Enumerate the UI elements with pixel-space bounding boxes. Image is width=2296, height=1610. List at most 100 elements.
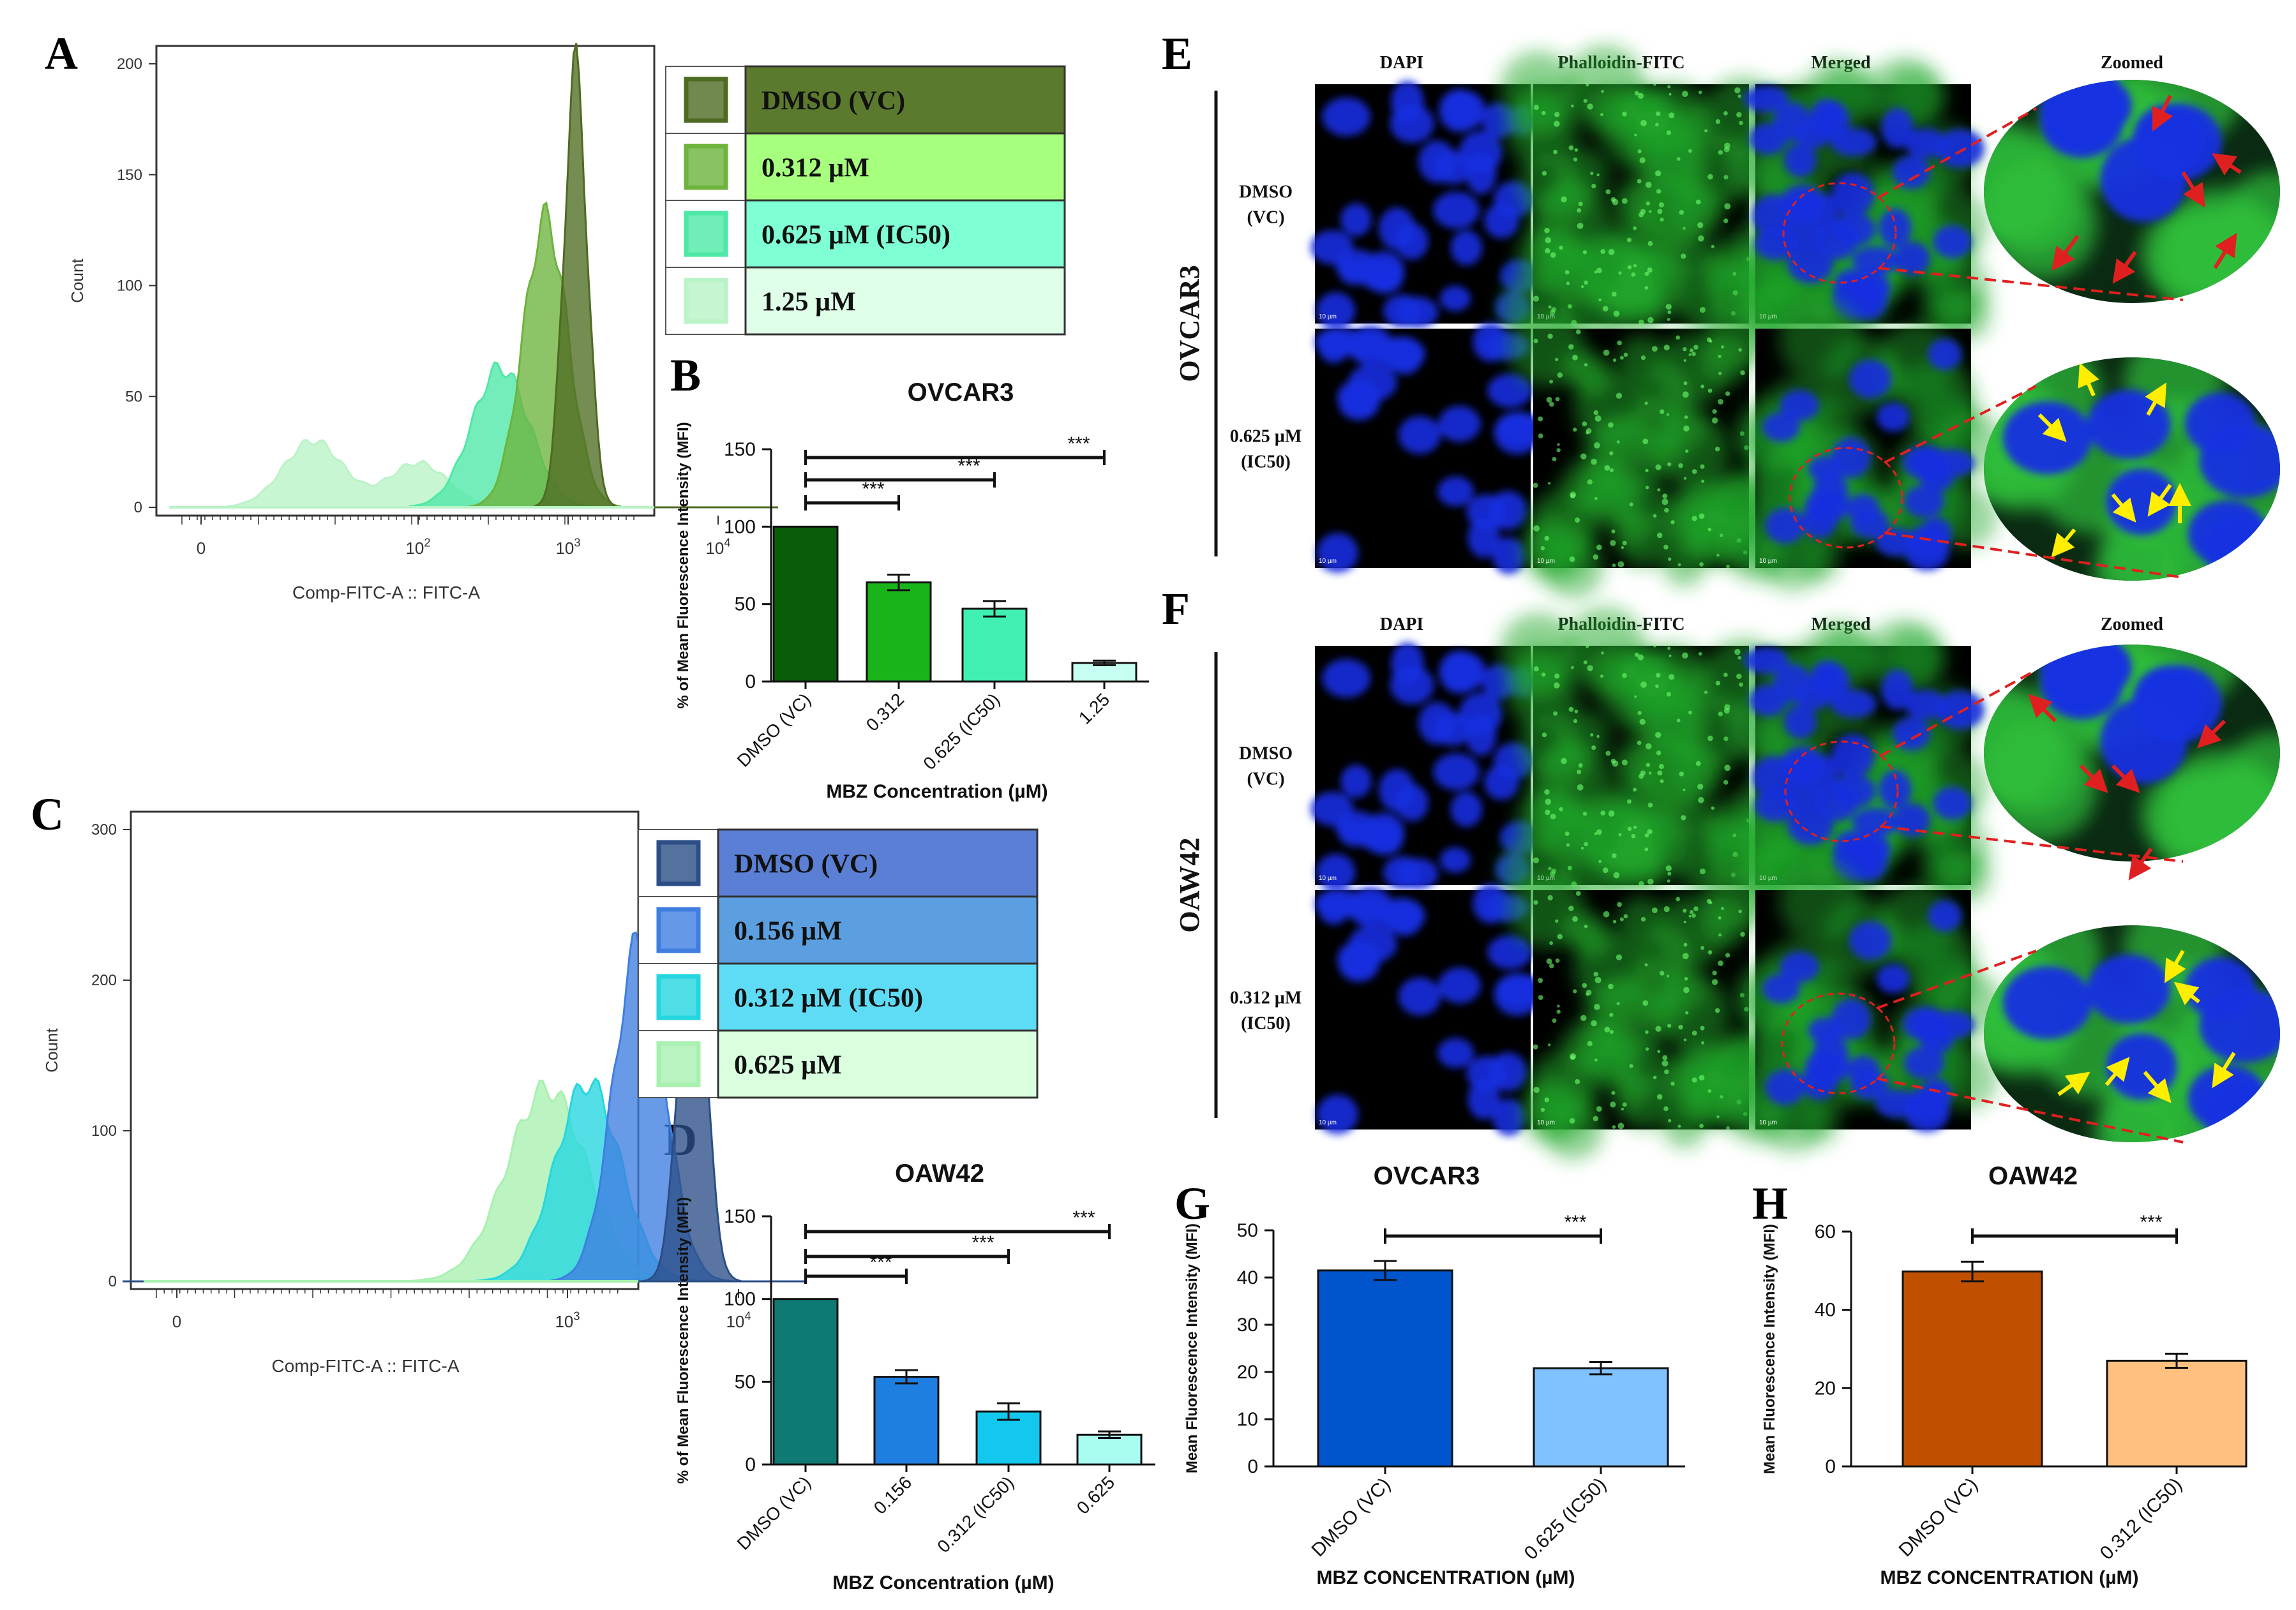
chart-title: OAW42 [895,1159,984,1188]
speckle [1723,218,1729,223]
nucleus [1314,327,1363,357]
panel-label-g: G [1174,1178,1210,1229]
speckle [1553,149,1558,154]
speckle [1698,652,1702,656]
speckle [1546,396,1552,403]
zoom-connector [1876,1077,2184,1144]
speckle [1573,157,1578,162]
x-axis-label: MBZ CONCENTRATION (µM) [1317,1567,1575,1588]
speckle [1603,349,1610,356]
nucleus [1905,690,1947,720]
speckle [1653,83,1656,86]
row-label: DMSO [1239,183,1293,202]
speckle [1596,267,1602,274]
speckle [1533,666,1539,672]
bar-chart-g: OVCAR3 0 10 20 30 40 50 Mean Fluorescence Inten… [1183,1162,1685,1588]
speckle [1618,271,1622,275]
nucleus [1798,754,1840,789]
nucleus [1390,666,1434,704]
speckle [1655,684,1659,689]
y-tick-label: 150 [724,439,756,460]
y-tick-label: 50 [735,1371,756,1392]
speckle [1637,740,1642,745]
nucleus [1879,770,1912,809]
speckle [1573,428,1577,432]
speckle [1700,946,1705,950]
nucleus [1450,791,1482,827]
speckle [1610,540,1616,546]
speckle [1587,103,1593,110]
speckle [1596,1106,1602,1112]
speckle [1718,933,1722,937]
nucleus [1780,951,1819,983]
legend-label: 0.312 µM (IC50) [734,984,923,1013]
column-label: Zoomed [2101,615,2163,634]
speckle [1634,91,1639,96]
nuclei [1314,883,1544,1137]
bar-1 [1533,1367,1669,1468]
speckle [1633,825,1637,830]
nucleus [1492,1098,1526,1137]
speckle [1700,384,1705,389]
nucleus [1339,385,1379,421]
speckle [1587,1041,1593,1047]
legend-label-cell [717,828,1039,898]
category-label: 0.312 [862,689,908,734]
y-axis-label: Mean Fluorescence Intensity (MFI) [1183,1223,1201,1473]
nucleus [1877,964,1910,994]
nucleus [1877,402,1910,432]
speckle [1698,796,1704,803]
speckle [1608,810,1615,817]
yellow-arrow [2173,981,2200,1006]
speckle [1593,442,1600,449]
speckle [1574,710,1579,713]
speckle [1715,680,1721,686]
zoom-nucleus [2185,957,2256,1020]
nucleus [1784,144,1817,177]
speckle [1669,112,1675,119]
speckle [1556,1010,1561,1014]
speckle [1692,1031,1697,1036]
x-tick-label: 103 [555,536,580,558]
speckle [1676,335,1681,340]
y-tick-label: 0 [745,671,756,692]
legend-swatch [684,77,728,123]
speckle [1570,493,1575,499]
actin-blob [1583,413,1665,495]
speckle [1707,735,1713,742]
zoom-actin-blob [2152,203,2274,303]
speckle [1538,416,1543,422]
zoom-nucleus [2185,392,2256,455]
speckle [1611,529,1616,533]
x-axis-label: MBZ Concentration (µM) [832,1572,1054,1593]
nucleus [1316,853,1356,891]
speckle [1699,1124,1704,1128]
speckle [1647,829,1653,835]
nuclei [1314,322,1544,575]
actin-blob [1543,740,1592,788]
nucleus [1928,338,1962,370]
speckle [1593,554,1599,560]
speckle [1693,345,1699,350]
speckle [1704,690,1708,694]
speckle [1547,895,1553,901]
nucleus [1784,705,1817,739]
speckle [1651,907,1658,914]
legend-swatch [656,840,701,886]
actin-blob [1778,860,1862,943]
speckle [1549,963,1554,969]
speckle [1723,673,1728,677]
speckle [1622,111,1627,117]
nucleus [1316,533,1358,573]
speckle [1545,248,1550,254]
nucleus [1744,647,1789,675]
speckle [1557,443,1560,446]
nucleus [1433,191,1480,229]
speckle [1590,171,1594,175]
actin-glow [1499,606,1785,913]
speckle [1633,226,1637,230]
speckle [1739,682,1743,687]
speckle [1593,410,1599,415]
speckle [1699,1075,1705,1081]
speckle [1657,209,1663,214]
